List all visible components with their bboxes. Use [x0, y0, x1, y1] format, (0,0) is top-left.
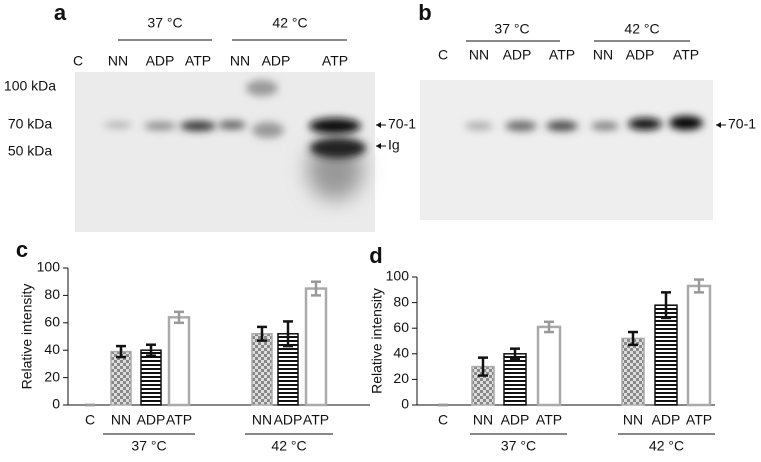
bar [536, 325, 562, 407]
panel-label: d [369, 243, 382, 268]
y-axis-label: Relative intensity [369, 288, 385, 394]
band-label: Ig [388, 137, 400, 153]
y-tick-label: 40 [393, 345, 409, 361]
lane-label: ADP [262, 53, 291, 69]
lane-label: ATP [185, 53, 211, 69]
error-bar [116, 344, 126, 359]
blot-b [420, 80, 713, 220]
y-tick-label: 80 [393, 293, 409, 309]
error-bar [544, 320, 554, 334]
x-tick-label: ATP [303, 412, 329, 428]
bar [621, 337, 645, 406]
bar [654, 304, 678, 406]
y-tick-label: 20 [44, 368, 60, 384]
temperature-label: 42 °C [624, 21, 659, 37]
panel-label: c [16, 237, 28, 262]
x-tick-label: C [85, 412, 95, 428]
lane-label: NN [469, 47, 489, 63]
error-bar [174, 310, 184, 325]
x-tick-label: ATP [166, 412, 192, 428]
lane-label: ADP [146, 53, 175, 69]
group-label: 42 °C [271, 438, 306, 454]
x-tick-label: NN [111, 412, 131, 428]
blot-a [75, 72, 375, 232]
x-tick-label: ATP [536, 412, 562, 428]
lane-label: NN [230, 53, 250, 69]
band-label: 70-1 [388, 116, 416, 132]
y-tick-label: 60 [44, 314, 60, 330]
bar [503, 353, 527, 406]
lane-label: C [73, 53, 83, 69]
group-label: 42 °C [649, 438, 684, 454]
temperature-label: 37 °C [494, 21, 529, 37]
error-bar [510, 347, 520, 361]
error-bar [257, 325, 267, 342]
x-tick-label: NN [623, 412, 643, 428]
lane-label: ADP [503, 47, 532, 63]
lane-label: NN [108, 53, 128, 69]
membrane [420, 80, 713, 220]
y-tick-label: 80 [44, 286, 60, 302]
y-tick-label: 100 [386, 268, 410, 284]
marker-label: 50 kDa [8, 143, 53, 159]
bar [140, 349, 162, 406]
error-bar [661, 291, 671, 320]
marker-label: 70 kDa [8, 116, 53, 132]
y-tick-label: 40 [44, 341, 60, 357]
error-bar [283, 320, 293, 348]
y-tick-label: 100 [37, 259, 61, 275]
lane-label: ATP [322, 53, 348, 69]
panel-label: b [418, 0, 431, 25]
bar [110, 350, 132, 406]
band-label: 70-1 [728, 116, 756, 132]
x-tick-label: ATP [686, 412, 712, 428]
group-label: 37 °C [501, 438, 536, 454]
marker-label: 100 kDa [4, 78, 56, 94]
error-bar [628, 330, 638, 347]
x-tick-label: ADP [137, 412, 166, 428]
lane-label: ATP [549, 47, 575, 63]
x-tick-label: C [438, 412, 448, 428]
error-bar [146, 343, 156, 357]
bar [251, 333, 273, 406]
lane-label: C [438, 47, 448, 63]
lane-label: NN [593, 47, 613, 63]
x-tick-label: NN [252, 412, 272, 428]
x-tick-label: ADP [652, 412, 681, 428]
y-tick-label: 0 [52, 396, 60, 412]
x-tick-label: NN [473, 412, 493, 428]
y-tick-label: 0 [401, 396, 409, 412]
bar [686, 284, 712, 407]
y-tick-label: 60 [393, 319, 409, 335]
error-bar [311, 280, 321, 297]
panel-label: a [54, 0, 67, 25]
bar [304, 287, 328, 407]
arrowhead [716, 122, 721, 128]
lane-label: ADP [626, 47, 655, 63]
lane-label: ATP [673, 47, 699, 63]
y-tick-label: 20 [393, 370, 409, 386]
temperature-label: 37 °C [147, 15, 182, 31]
arrowhead [376, 143, 381, 149]
arrowhead [376, 122, 381, 128]
temperature-label: 42 °C [272, 15, 307, 31]
bar [167, 316, 191, 407]
error-bar [694, 278, 704, 294]
group-label: 37 °C [131, 438, 166, 454]
x-tick-label: ADP [274, 412, 303, 428]
error-bar [478, 356, 488, 377]
x-tick-label: ADP [501, 412, 530, 428]
y-axis-label: Relative intensity [19, 284, 35, 390]
